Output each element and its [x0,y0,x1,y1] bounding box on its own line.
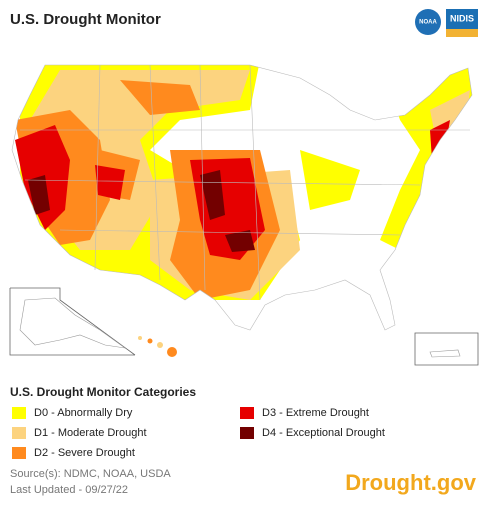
legend-label: D1 - Moderate Drought [34,427,147,439]
legend-label: D3 - Extreme Drought [262,407,369,419]
title: U.S. Drought Monitor [10,11,161,28]
d4-region [28,175,50,215]
us-outline [11,64,473,331]
pr-inset-frame [414,332,479,366]
d4-region [225,230,255,252]
source: Source(s): NDMC, NOAA, USDA [10,468,171,480]
legend-swatch [12,447,26,459]
nidis-logo-band [446,29,478,37]
site-link[interactable]: Drought.gov [345,470,477,495]
last-updated: Last Updated - 09/27/22 [10,484,128,496]
legend-swatch [12,407,26,419]
noaa-logo-text: NOAA [419,20,437,26]
legend-swatch [240,407,254,419]
puerto-rico [429,349,461,358]
d2-region [120,80,200,115]
legend-swatch [12,427,26,439]
legend-label: D4 - Exceptional Drought [262,427,385,439]
legend: D0 - Abnormally Dry D1 - Moderate Drought… [12,407,385,459]
hawaii [138,336,177,357]
state-lines [20,64,470,301]
legend-title: U.S. Drought Monitor Categories [10,385,196,399]
nidis-logo-text: NIDIS [450,13,474,23]
alaska-inset-frame [9,287,136,356]
d3-region [95,165,125,200]
legend-label: D0 - Abnormally Dry [34,407,133,419]
legend-label: D2 - Severe Drought [34,447,135,459]
d0-region [300,150,360,210]
legend-swatch [240,427,254,439]
island [157,342,163,348]
island [147,338,153,344]
noaa-logo [415,9,441,35]
island [167,347,177,357]
island [138,336,142,340]
alaska [19,297,126,349]
